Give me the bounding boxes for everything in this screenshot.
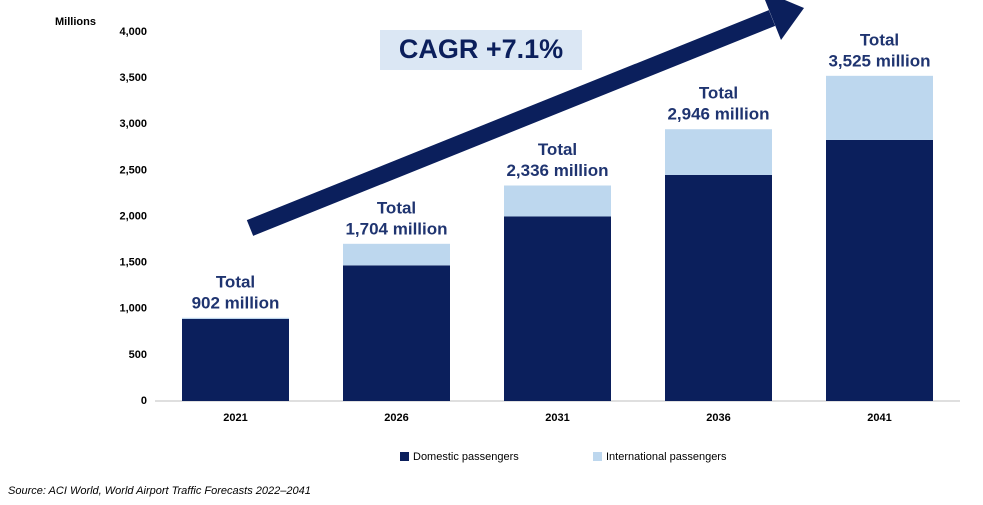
legend-swatch — [400, 452, 409, 461]
total-label: 2,336 million — [506, 161, 608, 180]
bar-segment — [665, 129, 772, 175]
y-tick-label: 1,500 — [119, 257, 147, 269]
total-label: Total — [860, 30, 899, 49]
bar-segment — [504, 216, 611, 401]
y-tick-label: 0 — [141, 395, 147, 407]
annotation: CAGR +7.1% — [399, 34, 563, 64]
total-label: 3,525 million — [828, 51, 930, 70]
legend-label: International passengers — [606, 451, 727, 463]
legend-swatch — [593, 452, 602, 461]
x-tick-label: 2036 — [706, 412, 730, 424]
y-tick-label: 2,000 — [119, 210, 147, 222]
bar-segment — [343, 265, 450, 401]
total-label: Total — [216, 272, 255, 291]
y-tick-label: 3,500 — [119, 72, 147, 84]
bar-segment — [665, 174, 772, 401]
total-label: 1,704 million — [345, 219, 447, 238]
y-tick-label: 1,000 — [119, 303, 147, 315]
total-label: Total — [538, 140, 577, 159]
source: Source: ACI World, World Airport Traffic… — [8, 485, 311, 497]
trend-arrow-head — [765, 0, 804, 40]
x-tick-label: 2031 — [545, 412, 569, 424]
total-label: Total — [699, 84, 738, 103]
trend-arrow — [246, 10, 776, 236]
bar-segment — [826, 75, 933, 140]
bar-segment — [504, 185, 611, 217]
y-tick-label: 4,000 — [119, 26, 147, 38]
bar-segment — [182, 317, 289, 319]
bar-segment — [826, 139, 933, 401]
total-label: 902 million — [192, 293, 280, 312]
x-tick-label: 2021 — [223, 412, 247, 424]
bar-segment — [343, 243, 450, 266]
x-tick-label: 2026 — [384, 412, 408, 424]
bar-segment — [182, 318, 289, 401]
y-tick-label: 2,500 — [119, 164, 147, 176]
total-label: 2,946 million — [667, 105, 769, 124]
y-axis-label: Millions — [55, 16, 96, 28]
legend-label: Domestic passengers — [413, 451, 519, 463]
x-tick-label: 2041 — [867, 412, 891, 424]
y-tick-label: 3,000 — [119, 118, 147, 130]
total-label: Total — [377, 198, 416, 217]
annotation-box — [380, 30, 582, 70]
y-tick-label: 500 — [129, 349, 147, 361]
